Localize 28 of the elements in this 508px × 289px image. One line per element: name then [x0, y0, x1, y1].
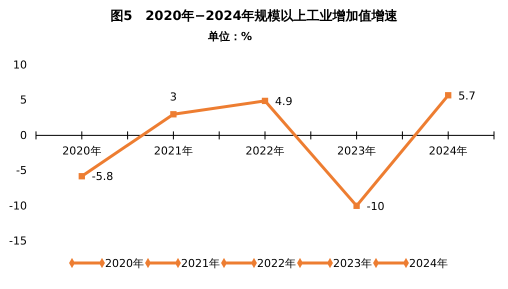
data-label: 3	[170, 90, 177, 104]
x-tick-label: 2022年	[246, 144, 284, 158]
chart-title: 图5 2020年−2024年规模以上工业增加值增速	[110, 9, 399, 24]
category-label: 2022年	[257, 257, 296, 270]
x-tick-label: 2024年	[428, 144, 468, 158]
y-tick-label: 5	[20, 94, 27, 107]
x-tick-label: 2020年	[62, 144, 102, 158]
x-tick-label: 2021年	[154, 144, 193, 158]
data-label: 5.7	[458, 89, 476, 102]
x-tick-label: 2023年	[337, 144, 376, 158]
y-tick-label: 0	[20, 128, 27, 142]
y-tick-label: -5	[16, 164, 27, 178]
category-label: 2023年	[333, 257, 372, 270]
y-tick-label: -15	[9, 234, 27, 248]
point	[78, 173, 85, 180]
category-label: 2021年	[181, 257, 220, 270]
y-tick-label: 10	[13, 58, 27, 72]
point	[170, 111, 177, 118]
category-label: 2020年	[105, 257, 144, 270]
data-label: -5.8	[92, 170, 114, 184]
y-tick-label: -10	[9, 199, 27, 212]
data-label: -10	[366, 200, 385, 213]
point	[262, 98, 268, 104]
data-label: 4.9	[275, 94, 292, 108]
category-label: 2024年	[409, 257, 448, 270]
point	[445, 92, 452, 98]
point	[353, 202, 360, 209]
chart-subtitle: 单位：%	[206, 30, 252, 43]
